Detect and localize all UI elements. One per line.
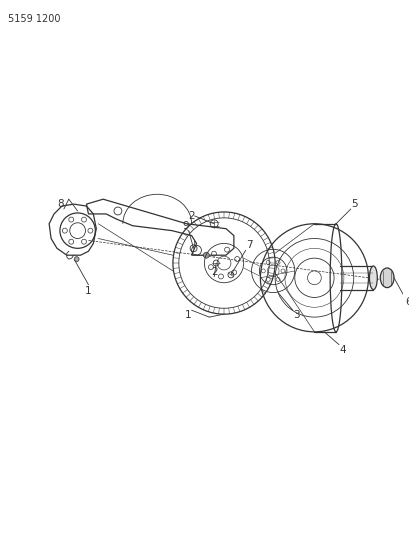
- Text: 4: 4: [338, 345, 345, 354]
- Text: 9: 9: [182, 221, 188, 231]
- Ellipse shape: [369, 266, 376, 289]
- Text: 2: 2: [187, 211, 194, 221]
- Circle shape: [203, 252, 209, 258]
- Text: 1: 1: [184, 310, 191, 320]
- Text: 3: 3: [292, 310, 299, 320]
- Text: 2: 2: [210, 267, 217, 277]
- Circle shape: [74, 257, 79, 262]
- Text: 1: 1: [85, 286, 92, 296]
- Ellipse shape: [379, 268, 393, 288]
- Text: 5: 5: [350, 199, 357, 209]
- Text: 5159 1200: 5159 1200: [8, 14, 60, 25]
- Text: 7: 7: [245, 240, 252, 251]
- Text: 8: 8: [57, 199, 64, 209]
- Text: 6: 6: [404, 297, 409, 308]
